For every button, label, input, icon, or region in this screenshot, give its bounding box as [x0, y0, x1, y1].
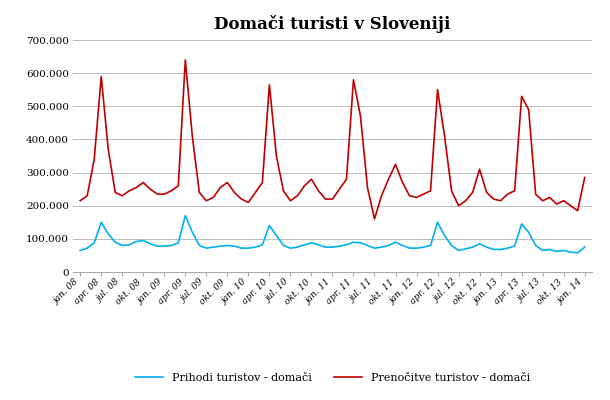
Prihodi turistov - domači	[336, 244, 343, 248]
Prenočitve turistov - domači	[546, 195, 553, 200]
Prenočitve turistov - domači	[336, 187, 343, 192]
Prihodi turistov - domači	[76, 248, 84, 253]
Line: Prihodi turistov - domači: Prihodi turistov - domači	[80, 216, 585, 253]
Prenočitve turistov - domači	[252, 190, 259, 195]
Prenočitve turistov - domači	[581, 175, 589, 180]
Legend: Prihodi turistov - domači, Prenočitve turistov - domači: Prihodi turistov - domači, Prenočitve tu…	[131, 368, 534, 387]
Line: Prenočitve turistov - domači: Prenočitve turistov - domači	[80, 60, 585, 219]
Prihodi turistov - domači	[574, 250, 581, 255]
Prihodi turistov - domači	[504, 246, 511, 250]
Prenočitve turistov - domači	[371, 216, 378, 221]
Prihodi turistov - domači	[581, 245, 589, 250]
Prihodi turistov - domači	[196, 243, 203, 248]
Prenočitve turistov - domači	[525, 107, 533, 112]
Prenočitve turistov - domači	[196, 190, 203, 195]
Prenočitve turistov - domači	[182, 58, 189, 62]
Title: Domači turisti v Sloveniji: Domači turisti v Sloveniji	[214, 15, 451, 33]
Prihodi turistov - domači	[252, 245, 259, 250]
Prihodi turistov - domači	[539, 248, 547, 253]
Prihodi turistov - domači	[182, 213, 189, 218]
Prenočitve turistov - domači	[76, 198, 84, 203]
Prihodi turistov - domači	[518, 222, 525, 226]
Prenočitve turistov - domači	[511, 188, 518, 193]
